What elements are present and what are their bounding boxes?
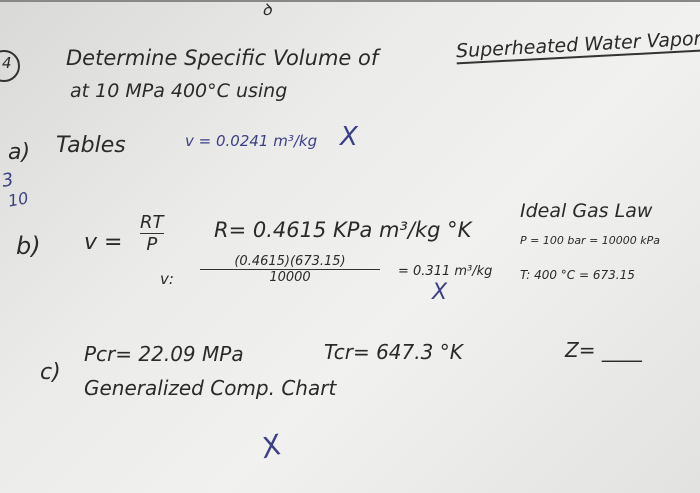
problem-number: 4 [2, 54, 12, 72]
calc-fraction: (0.4615)(673.15) 10000 [200, 254, 380, 285]
problem-statement-line2: at 10 MPa 400°C using [70, 80, 288, 102]
part-a-grade-mark: X [340, 122, 358, 152]
page-edge-line [0, 0, 700, 2]
temperature-conversion: T: 400 °C = 673.15 [520, 268, 635, 282]
part-a-answer: v = 0.0241 m³/kg [185, 132, 318, 150]
part-a-method: Tables [56, 133, 126, 158]
stray-mark: ꝺ [262, 0, 272, 19]
problem-underlined-text: Superheated Water Vapor [455, 27, 700, 65]
part-c-grade-mark: X [258, 428, 286, 465]
fraction-bar [140, 233, 164, 234]
part-c-method: Generalized Comp. Chart [84, 376, 337, 400]
part-c-label: c) [40, 360, 61, 385]
critical-temperature: Tcr= 647.3 °K [324, 340, 463, 364]
part-a-label: a) [8, 140, 31, 165]
critical-pressure: Pcr= 22.09 MPa [84, 342, 244, 366]
calc-numerator: (0.4615)(673.15) [234, 254, 346, 269]
part-b-grade-mark: X [432, 280, 448, 305]
score-numerator: 3 [0, 169, 16, 192]
gas-constant: R= 0.4615 KPa m³/kg °K [214, 218, 472, 242]
compressibility-factor: Z= ____ [565, 338, 642, 362]
part-b-label: b) [16, 232, 41, 260]
problem-statement-line1: Determine Specific Volume of [66, 46, 379, 70]
part-b-formula-lhs: v = [84, 230, 123, 255]
fraction-bar [200, 269, 380, 270]
part-b-formula-fraction: RT P [140, 212, 164, 255]
calc-denominator: 10000 [269, 270, 311, 285]
formula-denominator: P [146, 234, 158, 255]
pressure-conversion: P = 100 bar = 10000 kPa [520, 234, 661, 247]
formula-numerator: RT [140, 212, 164, 233]
calc-result: = 0.311 m³/kg [398, 264, 493, 279]
score-denominator: 10 [6, 188, 30, 211]
calc-lhs: v: [160, 270, 174, 288]
part-b-method: Ideal Gas Law [520, 200, 653, 222]
